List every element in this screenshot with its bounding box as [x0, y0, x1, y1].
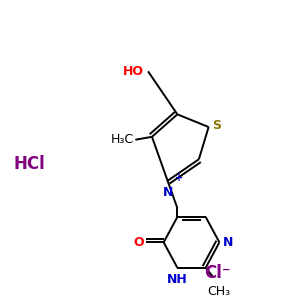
Text: O: O [134, 236, 144, 249]
Text: NH: NH [167, 273, 188, 286]
Text: H₃C: H₃C [110, 133, 134, 146]
Text: HO: HO [123, 65, 144, 78]
Text: +: + [176, 173, 184, 183]
Text: Cl⁻: Cl⁻ [204, 264, 231, 282]
Text: N: N [223, 236, 234, 249]
Text: S: S [212, 118, 221, 132]
Text: HCl: HCl [14, 155, 46, 173]
Text: N: N [162, 186, 173, 199]
Text: CH₃: CH₃ [207, 285, 230, 298]
